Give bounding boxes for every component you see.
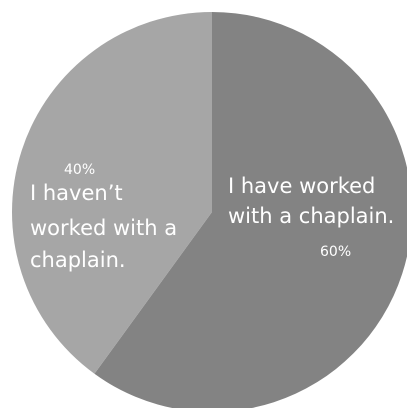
pie-slices (12, 12, 407, 408)
slice-value-have-worked: 60% (320, 244, 351, 260)
slice-label-havent-worked-line-1: I haven’t (30, 181, 123, 205)
slice-value-havent-worked: 40% (64, 162, 95, 178)
slice-label-have-worked-line-1: I have worked (228, 174, 375, 198)
pie-slice-have-worked (94, 12, 407, 408)
pie-labels: I have worked with a chaplain. 60% 40% I… (30, 162, 394, 272)
slice-label-havent-worked-line-3: chaplain. (30, 248, 126, 272)
pie-slice-havent-worked (12, 12, 212, 374)
slice-label-have-worked-line-2: with a chaplain. (228, 204, 394, 228)
slice-label-havent-worked-line-2: worked with a (30, 216, 177, 240)
